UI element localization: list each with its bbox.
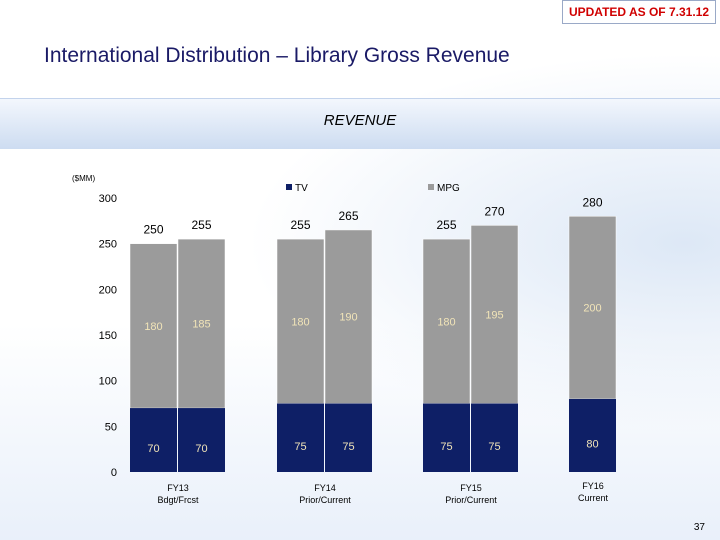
- bar-mpg: [324, 229, 373, 404]
- bar-tv: [471, 403, 518, 472]
- y-tick-label: 250: [99, 239, 117, 251]
- total-value-label: 250: [143, 223, 163, 237]
- legend-swatch-tv: [286, 184, 292, 190]
- mpg-value-label: 180: [437, 316, 455, 328]
- bar-tv: [130, 408, 177, 472]
- bar-tv: [325, 403, 372, 472]
- bar-mpg: [422, 238, 471, 404]
- page-title: International Distribution – Library Gro…: [44, 44, 510, 67]
- y-tick-label: 50: [105, 421, 117, 433]
- mpg-value-label: 185: [192, 319, 210, 331]
- y-tick-label: 200: [99, 284, 117, 296]
- category-label: Prior/Current: [445, 495, 497, 505]
- title-band: [0, 98, 720, 149]
- legend-label-tv: TV: [295, 183, 308, 194]
- mpg-value-label: 180: [291, 316, 309, 328]
- mpg-value-label: 190: [339, 312, 357, 324]
- tv-value-label: 75: [342, 441, 354, 453]
- tv-value-label: 75: [440, 441, 452, 453]
- tv-value-label: 70: [195, 443, 207, 455]
- mpg-value-label: 200: [583, 303, 601, 315]
- category-label: Prior/Current: [299, 495, 351, 505]
- bar-mpg: [470, 225, 519, 404]
- category-label: Current: [578, 493, 609, 503]
- total-value-label: 255: [191, 218, 211, 232]
- chart-svg: ($MM) 0 50 100 150 200 250 300 TV MPG 70 180 250 70 18…: [72, 174, 617, 505]
- total-value-label: 280: [582, 195, 602, 209]
- total-value-label: 270: [484, 204, 504, 218]
- legend-label-mpg: MPG: [437, 183, 460, 194]
- y-tick-label: 0: [111, 467, 117, 479]
- category-label: Bdgt/Frcst: [157, 495, 199, 505]
- tv-value-label: 70: [147, 443, 159, 455]
- tv-value-label: 75: [294, 441, 306, 453]
- revenue-chart: ($MM) 0 50 100 150 200 250 300 TV MPG 70 180 250 70 18…: [0, 150, 720, 520]
- band-label: REVENUE: [323, 112, 397, 129]
- bar-mpg: [129, 243, 178, 409]
- tv-value-label: 80: [586, 438, 598, 450]
- total-value-label: 255: [436, 218, 456, 232]
- bar-mpg: [276, 238, 325, 404]
- page-number: 37: [693, 522, 705, 533]
- mpg-value-label: 180: [144, 321, 162, 333]
- bar-tv: [178, 408, 225, 472]
- tv-value-label: 75: [488, 441, 500, 453]
- total-value-label: 265: [338, 209, 358, 223]
- update-badge: UPDATED AS OF 7.31.12: [562, 0, 716, 24]
- mpg-value-label: 195: [485, 309, 503, 321]
- category-label: FY16: [582, 481, 604, 491]
- bar-mpg: [177, 238, 226, 409]
- bar-tv: [569, 398, 616, 472]
- category-label: FY14: [314, 483, 336, 493]
- category-label: FY13: [167, 483, 189, 493]
- y-tick-label: 100: [99, 376, 117, 388]
- total-value-label: 255: [290, 218, 310, 232]
- legend-swatch-mpg: [428, 184, 434, 190]
- category-label: FY15: [460, 483, 482, 493]
- unit-label: ($MM): [72, 174, 95, 183]
- y-tick-label: 150: [99, 330, 117, 342]
- y-tick-label: 300: [99, 193, 117, 205]
- bar-mpg: [568, 216, 617, 400]
- bar-tv: [277, 403, 324, 472]
- bar-tv: [423, 403, 470, 472]
